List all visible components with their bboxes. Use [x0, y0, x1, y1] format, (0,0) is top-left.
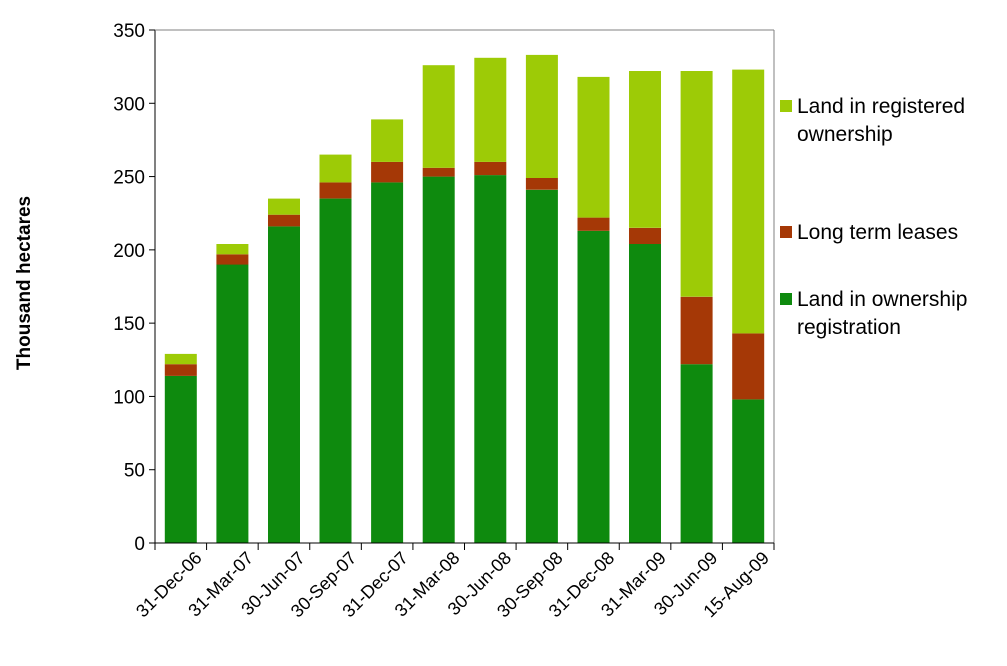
legend-label: Long term leases	[797, 221, 958, 244]
y-axis: 0 50 100 150 200 250 300 350	[113, 21, 155, 555]
bar-segment-1-30-Jun-07	[268, 226, 300, 543]
y-axis-label: Thousand hectares	[14, 196, 35, 370]
bar-segment-2-30-Jun-08	[474, 161, 507, 176]
bar-segment-3-15-Aug-09	[732, 69, 765, 334]
y-tick-label: 0	[134, 534, 145, 555]
bar-segment-1-30-Jun-09	[680, 364, 713, 543]
bar-segment-1-30-Sep-08	[525, 189, 558, 544]
y-tick-label: 50	[124, 461, 145, 482]
bar-segment-3-31-Dec-06	[164, 353, 197, 365]
y-tick-label: 250	[113, 168, 145, 189]
legend-swatch	[780, 293, 792, 305]
bar-segment-2-31-Mar-07	[216, 254, 249, 265]
bar-segment-1-31-Dec-06	[164, 375, 197, 543]
y-tick-label: 200	[113, 241, 145, 262]
plot-area	[154, 29, 775, 543]
bar-segment-1-30-Sep-07	[319, 198, 352, 543]
bar-segment-3-31-Dec-08	[577, 76, 610, 218]
bar-segment-2-31-Dec-08	[577, 217, 610, 231]
legend-label: Land in ownership registration	[797, 288, 967, 339]
bar-segment-3-30-Jun-09	[680, 71, 713, 297]
y-tick-label: 300	[113, 94, 145, 115]
bar-segment-3-31-Mar-09	[629, 71, 661, 228]
x-axis: 31-Dec-0631-Mar-0730-Jun-0730-Sep-0731-D…	[132, 542, 775, 621]
bar-segment-2-30-Jun-09	[680, 296, 713, 365]
bar-segment-1-31-Mar-09	[629, 244, 661, 543]
bar-segment-1-31-Mar-08	[422, 176, 455, 543]
bar-segment-3-30-Sep-07	[319, 154, 352, 183]
bar-segment-1-30-Jun-08	[474, 175, 507, 543]
legend: Land in registered ownership Long term lea…	[780, 95, 967, 339]
bar-segment-2-31-Dec-07	[371, 161, 404, 183]
bar-segment-2-31-Mar-08	[422, 167, 455, 177]
bar-segment-3-31-Mar-07	[216, 244, 249, 255]
bar-segment-3-30-Jun-07	[268, 198, 300, 215]
bar-segment-3-30-Jun-08	[474, 57, 507, 162]
bar-segment-2-31-Mar-09	[629, 227, 661, 244]
bar-segment-3-30-Sep-08	[525, 54, 558, 178]
y-tick-label: 100	[113, 387, 145, 408]
legend-swatch	[780, 226, 792, 238]
bar-segment-3-31-Dec-07	[371, 119, 404, 162]
legend-swatch	[780, 100, 792, 112]
bar-segment-2-30-Sep-08	[525, 178, 558, 190]
bar-segment-1-31-Dec-07	[371, 182, 404, 543]
legend-label: Land in registered ownership	[797, 95, 965, 146]
bar-segment-2-15-Aug-09	[732, 333, 765, 400]
bar-segment-1-31-Dec-08	[577, 230, 610, 544]
bar-segment-1-15-Aug-09	[732, 399, 765, 543]
bars	[164, 54, 765, 544]
bar-segment-3-31-Mar-08	[422, 65, 455, 168]
bar-segment-2-31-Dec-06	[164, 364, 197, 376]
bar-segment-2-30-Jun-07	[268, 214, 300, 227]
y-tick-label: 150	[113, 314, 145, 335]
bar-segment-1-31-Mar-07	[216, 264, 249, 543]
y-tick-label: 350	[113, 21, 145, 42]
bar-segment-2-30-Sep-07	[319, 182, 352, 199]
